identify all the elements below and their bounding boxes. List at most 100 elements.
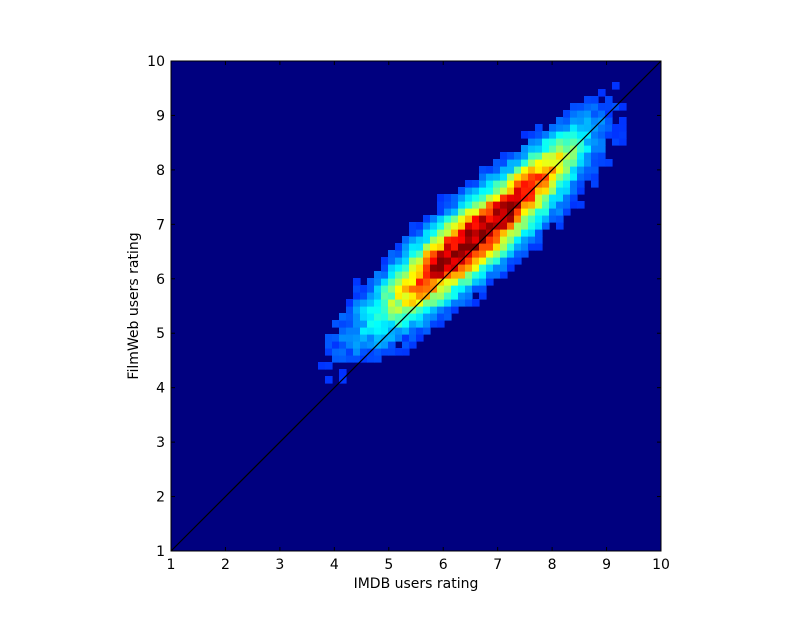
heat-cell bbox=[409, 264, 417, 272]
heat-cell bbox=[542, 180, 550, 188]
heat-cell bbox=[556, 173, 564, 181]
heat-cell bbox=[381, 341, 389, 349]
heat-cell bbox=[486, 222, 494, 230]
heat-cell bbox=[332, 355, 340, 363]
heat-cell bbox=[409, 341, 417, 349]
heat-cell bbox=[402, 299, 410, 307]
heat-cell bbox=[437, 320, 445, 328]
heat-cell bbox=[528, 138, 536, 146]
heat-cell bbox=[367, 306, 375, 314]
heat-cell bbox=[493, 257, 501, 265]
heat-cell bbox=[458, 194, 466, 202]
heat-cell bbox=[479, 250, 487, 258]
heat-cell bbox=[570, 138, 578, 146]
heat-cell bbox=[521, 166, 529, 174]
heat-cell bbox=[479, 180, 487, 188]
heat-cell bbox=[353, 292, 361, 300]
heat-cell bbox=[395, 292, 403, 300]
heat-cell bbox=[381, 299, 389, 307]
heat-cell bbox=[619, 138, 627, 146]
heat-cell bbox=[360, 306, 368, 314]
heat-cell bbox=[479, 264, 487, 272]
heat-cell bbox=[563, 166, 571, 174]
heat-cell bbox=[423, 285, 431, 293]
heat-cell bbox=[472, 194, 480, 202]
x-tick-label: 2 bbox=[221, 557, 230, 573]
heat-cell bbox=[444, 208, 452, 216]
heat-cell bbox=[521, 215, 529, 223]
heat-cell bbox=[535, 124, 543, 132]
x-tick-label: 7 bbox=[493, 557, 502, 573]
heat-cell bbox=[437, 292, 445, 300]
heat-cell bbox=[458, 271, 466, 279]
heat-cell bbox=[458, 201, 466, 209]
heat-cell bbox=[479, 292, 487, 300]
heat-cell bbox=[472, 264, 480, 272]
heat-cell bbox=[556, 152, 564, 160]
heat-cell bbox=[423, 313, 431, 321]
heat-cell bbox=[360, 285, 368, 293]
heat-cell bbox=[423, 222, 431, 230]
heat-cell bbox=[325, 341, 333, 349]
heat-cell bbox=[388, 264, 396, 272]
heat-cell bbox=[451, 278, 459, 286]
heat-cell bbox=[507, 229, 515, 237]
heat-cell bbox=[395, 306, 403, 314]
heat-cell bbox=[542, 194, 550, 202]
heat-cell bbox=[416, 257, 424, 265]
heat-cell bbox=[437, 299, 445, 307]
heat-cell bbox=[353, 306, 361, 314]
heat-cell bbox=[395, 334, 403, 342]
heat-cell bbox=[549, 215, 557, 223]
heat-cell bbox=[402, 285, 410, 293]
heat-cell bbox=[346, 306, 354, 314]
heat-cell bbox=[556, 138, 564, 146]
heat-cell bbox=[423, 250, 431, 258]
heat-cell bbox=[395, 299, 403, 307]
heat-cell bbox=[423, 278, 431, 286]
x-tick-label: 8 bbox=[548, 557, 557, 573]
heat-cell bbox=[360, 327, 368, 335]
heat-cell bbox=[472, 285, 480, 293]
x-tick-label: 10 bbox=[652, 557, 670, 573]
heat-cell bbox=[402, 327, 410, 335]
heat-cell bbox=[437, 306, 445, 314]
heat-cell bbox=[416, 334, 424, 342]
heat-cell bbox=[514, 208, 522, 216]
heat-cell bbox=[437, 250, 445, 258]
heat-cell bbox=[542, 152, 550, 160]
heat-cell bbox=[486, 194, 494, 202]
heat-cell bbox=[346, 355, 354, 363]
heat-cell bbox=[437, 264, 445, 272]
heat-cell bbox=[388, 341, 396, 349]
heat-cell bbox=[507, 236, 515, 244]
heat-cell bbox=[374, 313, 382, 321]
heat-cell bbox=[465, 208, 473, 216]
heat-cell bbox=[374, 320, 382, 328]
heat-cell bbox=[472, 271, 480, 279]
heat-cell bbox=[402, 243, 410, 251]
heat-cell bbox=[367, 285, 375, 293]
heat-cell bbox=[360, 341, 368, 349]
heat-cell bbox=[444, 236, 452, 244]
heat-cell bbox=[535, 243, 543, 251]
heat-cell bbox=[514, 173, 522, 181]
heat-cell bbox=[500, 264, 508, 272]
heat-cell bbox=[353, 278, 361, 286]
heat-cell bbox=[458, 243, 466, 251]
heat-cell bbox=[528, 229, 536, 237]
heat-cell bbox=[507, 187, 515, 195]
heat-cell bbox=[458, 264, 466, 272]
heat-cell bbox=[598, 159, 606, 167]
heat-cell bbox=[353, 299, 361, 307]
heat-cell bbox=[556, 145, 564, 153]
heat-cell bbox=[444, 278, 452, 286]
heat-cell bbox=[591, 138, 599, 146]
heat-cell bbox=[521, 173, 529, 181]
heat-cell bbox=[381, 348, 389, 356]
heat-cell bbox=[521, 243, 529, 251]
heat-cell bbox=[535, 152, 543, 160]
heat-cell bbox=[493, 187, 501, 195]
heat-cell bbox=[500, 271, 508, 279]
heat-cell bbox=[416, 271, 424, 279]
